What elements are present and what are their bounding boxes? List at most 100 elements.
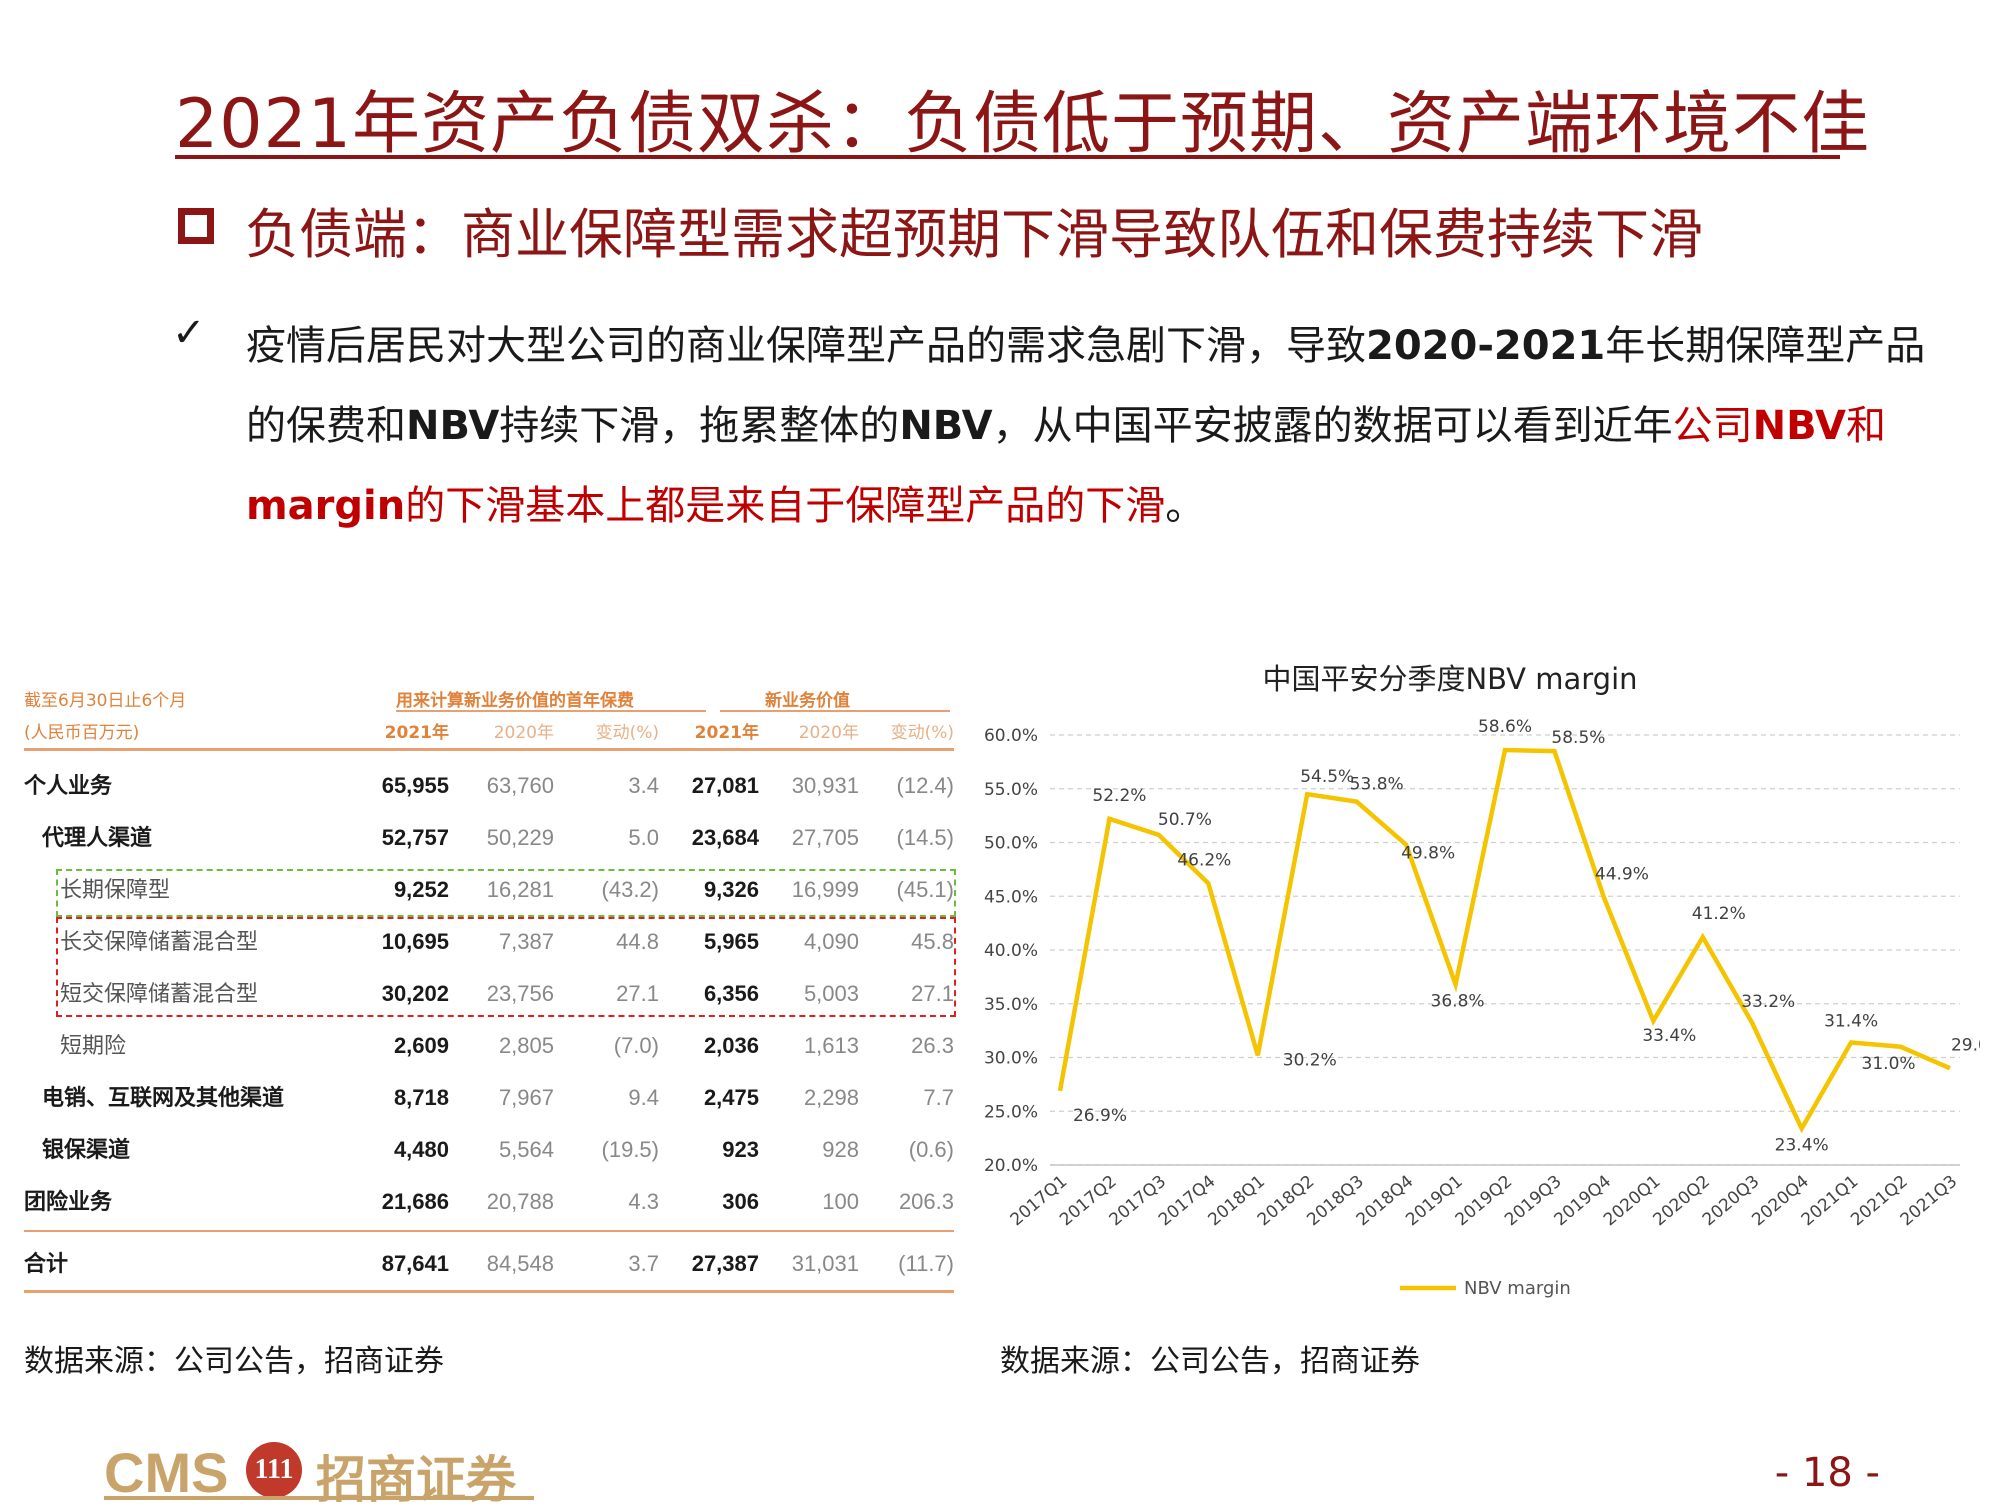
data-label: 58.5% xyxy=(1551,728,1605,748)
logo-underline xyxy=(104,1496,534,1500)
cell: 5,564 xyxy=(449,1124,554,1176)
para-highlight-bold: margin xyxy=(246,483,405,529)
cell: 2,475 xyxy=(659,1072,759,1124)
para-highlight: 和 xyxy=(1846,403,1886,449)
logo-mark-icon: 111 xyxy=(246,1442,302,1498)
nbv-margin-chart: 20.0%25.0%30.0%35.0%40.0%45.0%50.0%55.0%… xyxy=(980,690,1980,1340)
y-tick-label: 25.0% xyxy=(984,1102,1038,1122)
header-rule xyxy=(24,748,954,751)
cell: 21,686 xyxy=(344,1176,449,1228)
cell: 27,705 xyxy=(759,812,859,864)
row-label: 短期险 xyxy=(60,1020,126,1072)
table-header-unit: (人民币百万元) xyxy=(24,718,139,743)
data-label: 53.8% xyxy=(1350,775,1404,795)
group-underline xyxy=(720,710,950,712)
table-row: 团险业务 21,686 20,788 4.3 306 100 206.3 xyxy=(24,1176,954,1228)
cell: 26.3 xyxy=(859,1020,954,1072)
cell: 63,760 xyxy=(449,760,554,812)
row-label: 团险业务 xyxy=(24,1176,112,1228)
cell: 306 xyxy=(659,1176,759,1228)
cell: 8,718 xyxy=(344,1072,449,1124)
table-row: 代理人渠道 52,757 50,229 5.0 23,684 27,705 (1… xyxy=(24,812,954,864)
cell: 27,387 xyxy=(659,1238,759,1290)
cell: 100 xyxy=(759,1176,859,1228)
cell: 52,757 xyxy=(344,812,449,864)
cell: 20,788 xyxy=(449,1176,554,1228)
cell: 30,931 xyxy=(759,760,859,812)
y-tick-label: 30.0% xyxy=(984,1049,1038,1069)
cell: (0.6) xyxy=(859,1124,954,1176)
table-row: 合计 87,641 84,548 3.7 27,387 31,031 (11.7… xyxy=(24,1238,954,1290)
table-header-period: 截至6月30日止6个月 xyxy=(24,686,186,711)
data-label: 58.6% xyxy=(1478,717,1532,737)
legend-label: NBV margin xyxy=(1464,1278,1571,1299)
col-header: 2021年 xyxy=(659,718,759,743)
cell: 4.3 xyxy=(554,1176,659,1228)
data-label: 52.2% xyxy=(1092,786,1146,806)
data-label: 49.8% xyxy=(1401,844,1455,864)
cell: 87,641 xyxy=(344,1238,449,1290)
y-tick-label: 20.0% xyxy=(984,1156,1038,1176)
row-label: 合计 xyxy=(24,1238,68,1290)
x-tick-label: 2021Q3 xyxy=(1897,1172,1962,1231)
highlight-box-protection xyxy=(56,869,956,917)
y-tick-label: 40.0% xyxy=(984,941,1038,961)
body-paragraph: 疫情后居民对大型公司的商业保障型产品的需求急剧下滑，导致2020-2021年长期… xyxy=(246,306,1946,546)
data-label: 31.4% xyxy=(1824,1011,1878,1031)
section-subtitle: 负债端：商业保障型需求超预期下滑导致队伍和保费持续下滑 xyxy=(245,190,1703,269)
data-label: 26.9% xyxy=(1073,1106,1127,1126)
cell: 3.4 xyxy=(554,760,659,812)
table-row: 个人业务 65,955 63,760 3.4 27,081 30,931 (12… xyxy=(24,760,954,812)
para-highlight: 公司 xyxy=(1673,403,1753,449)
col-header: 变动(%) xyxy=(859,718,954,743)
series-line xyxy=(1060,750,1950,1128)
cell: 5.0 xyxy=(554,812,659,864)
cell: (12.4) xyxy=(859,760,954,812)
square-bullet-icon xyxy=(178,208,214,244)
data-label: 30.2% xyxy=(1283,1050,1337,1070)
col-header: 2020年 xyxy=(759,718,859,743)
cell: 3.7 xyxy=(554,1238,659,1290)
cell: 7,967 xyxy=(449,1072,554,1124)
data-label: 23.4% xyxy=(1775,1135,1829,1155)
data-label: 33.2% xyxy=(1741,992,1795,1012)
cell: 65,955 xyxy=(344,760,449,812)
data-label: 46.2% xyxy=(1177,850,1231,870)
row-label: 电销、互联网及其他渠道 xyxy=(42,1072,284,1124)
cell: 1,613 xyxy=(759,1020,859,1072)
cell: (11.7) xyxy=(859,1238,954,1290)
para-highlight-bold: NBV xyxy=(1753,403,1846,449)
cell: (19.5) xyxy=(554,1124,659,1176)
data-label: 33.4% xyxy=(1642,1026,1696,1046)
cell: 2,036 xyxy=(659,1020,759,1072)
page-title: 2021年资产负债双杀：负债低于预期、资产端环境不佳 xyxy=(175,68,1865,167)
para-bold: 2020-2021 xyxy=(1366,323,1605,369)
data-label: 54.5% xyxy=(1300,767,1354,787)
table-group-premium: 用来计算新业务价值的首年保费 xyxy=(396,686,634,711)
cell: 2,609 xyxy=(344,1020,449,1072)
y-tick-label: 35.0% xyxy=(984,995,1038,1015)
row-label: 个人业务 xyxy=(24,760,112,812)
y-tick-label: 45.0% xyxy=(984,887,1038,907)
cell: 4,480 xyxy=(344,1124,449,1176)
data-label: 44.9% xyxy=(1595,864,1649,884)
row-label: 代理人渠道 xyxy=(42,812,152,864)
para-bold: NBV xyxy=(406,403,499,449)
source-note-left: 数据来源：公司公告，招商证券 xyxy=(24,1336,444,1380)
cell: (14.5) xyxy=(859,812,954,864)
cell: (7.0) xyxy=(554,1020,659,1072)
para-text: ，从中国平安披露的数据可以看到近年 xyxy=(993,403,1673,449)
data-label: 29.0% xyxy=(1951,1035,1980,1055)
source-note-right: 数据来源：公司公告，招商证券 xyxy=(1000,1336,1420,1380)
col-header: 2021年 xyxy=(344,718,449,743)
table-row: 电销、互联网及其他渠道 8,718 7,967 9.4 2,475 2,298 … xyxy=(24,1072,954,1124)
cell: 50,229 xyxy=(449,812,554,864)
cell: 2,805 xyxy=(449,1020,554,1072)
data-label: 31.0% xyxy=(1862,1054,1916,1074)
y-tick-label: 60.0% xyxy=(984,726,1038,746)
para-text: 。 xyxy=(1165,483,1205,529)
cell: 9.4 xyxy=(554,1072,659,1124)
data-label: 41.2% xyxy=(1692,904,1746,924)
y-tick-label: 55.0% xyxy=(984,780,1038,800)
table-row: 银保渠道 4,480 5,564 (19.5) 923 928 (0.6) xyxy=(24,1124,954,1176)
